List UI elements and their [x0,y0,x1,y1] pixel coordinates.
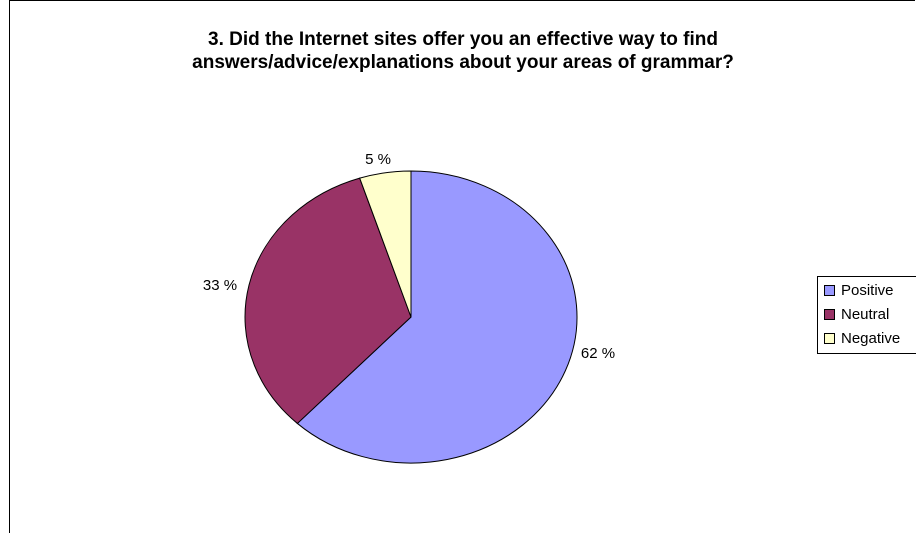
chart-title-line-1: 3. Did the Internet sites offer you an e… [208,29,718,50]
pie-slice-negative [359,170,412,318]
data-label-negative: 5 % [365,151,391,168]
legend-label-positive: Positive [841,281,894,299]
legend: Positive Neutral Negative [817,276,916,354]
legend-item-negative: Negative [824,328,900,348]
chart-title: 3. Did the Internet sites offer you an e… [10,28,916,74]
pie-slice-positive [296,170,578,464]
chart-title-line-2: answers/advice/explanations about your a… [192,52,734,73]
data-label-positive: 62 % [581,345,615,362]
legend-swatch-positive [824,284,835,296]
legend-item-positive: Positive [824,280,894,300]
legend-item-neutral: Neutral [824,304,889,324]
legend-label-negative: Negative [841,329,901,347]
data-label-neutral: 33 % [203,277,237,294]
legend-swatch-negative [824,332,835,344]
legend-swatch-neutral [824,308,835,320]
legend-label-neutral: Neutral [841,305,890,323]
chart-area: 3. Did the Internet sites offer you an e… [9,0,915,533]
pie-slice-neutral [244,177,412,425]
